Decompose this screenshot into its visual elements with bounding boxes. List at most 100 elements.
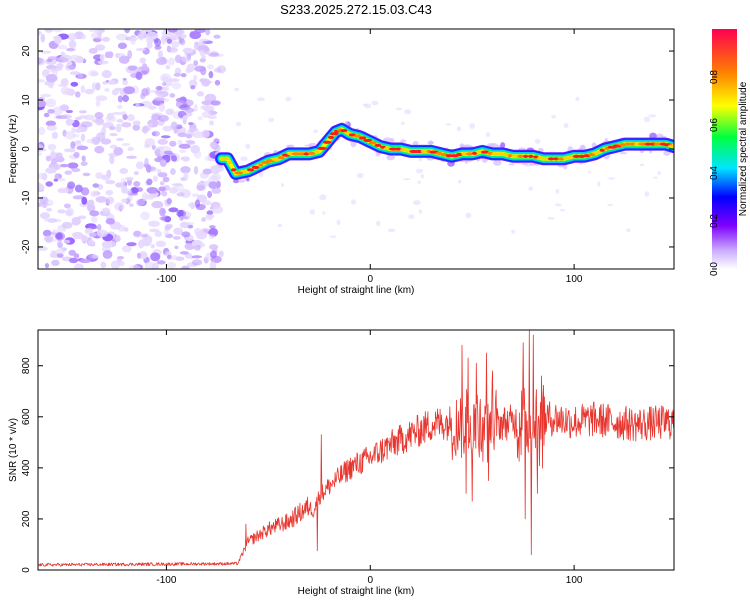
noise-speckle [118,261,125,267]
ridge-halo [386,154,396,161]
colorbar-gradient [712,29,737,269]
noise-speckle [161,38,166,45]
noise-speckle [50,149,56,158]
spectrogram-y-tick-label: -20 [21,239,32,254]
noise-speckle [95,196,107,203]
noise-speckle [235,121,242,126]
noise-speckle [181,231,191,238]
noise-speckle [111,89,119,96]
ridge-halo [232,179,240,184]
noise-speckle [559,209,566,212]
noise-speckle [141,88,149,97]
noise-speckle [157,172,168,178]
noise-speckle [38,57,44,65]
noise-speckle [445,123,452,126]
ridge-halo [400,139,407,143]
noise-speckle [48,83,54,89]
noise-speckle [193,41,199,51]
noise-speckle [116,104,123,110]
noise-speckle [117,95,123,103]
ridge-core [547,157,555,161]
noise-speckle [52,106,63,116]
noise-speckle [643,116,651,123]
noise-speckle [151,130,161,137]
ridge-halo [619,152,628,155]
noise-speckle [135,102,140,108]
ridge-halo [529,162,536,166]
noise-speckle [165,64,171,70]
noise-speckle [179,251,189,255]
noise-speckle [61,221,73,229]
noise-speckle [193,60,199,67]
noise-speckle [73,151,80,158]
noise-speckle [68,39,77,49]
noise-speckle [104,88,110,92]
noise-speckle [45,181,53,187]
noise-speckle [110,260,121,269]
ridge-halo [537,147,544,153]
noise-speckle [100,261,107,269]
noise-speckle [68,257,79,264]
noise-speckle [135,47,146,52]
noise-speckle [534,138,541,144]
snr-y-tick-label: 600 [21,408,32,425]
noise-speckle [182,47,194,54]
noise-speckle [180,166,191,174]
noise-speckle [114,202,125,211]
noise-speckle [47,143,57,151]
ridge-core [327,135,335,139]
ridge-core [517,154,525,158]
colorbar-tick-label: 0.8 [709,70,720,84]
noise-speckle [127,49,133,59]
noise-speckle [38,246,48,251]
ridge-core [271,157,281,162]
noise-speckle [129,203,134,207]
noise-speckle [201,217,207,222]
noise-speckle [66,65,75,70]
noise-speckle [180,34,187,39]
noise-speckle [38,183,45,192]
noise-speckle [563,122,569,129]
noise-speckle [57,242,64,249]
noise-speckle [371,100,379,106]
noise-speckle [56,44,68,50]
noise-speckle [82,172,91,177]
noise-speckle [156,93,163,98]
noise-speckle [213,67,222,73]
snr-series-line [38,330,674,567]
noise-speckle [97,223,102,232]
noise-speckle [150,189,157,194]
noise-speckle [116,118,124,123]
noise-speckle [188,121,194,126]
noise-speckle [141,234,148,238]
ridge-core [329,132,339,136]
noise-speckle [142,63,148,70]
noise-speckle [200,105,209,110]
noise-speckle [170,255,179,261]
noise-speckle [191,193,200,197]
noise-speckle [61,114,72,120]
noise-speckle [204,93,217,103]
noise-speckle [51,131,58,140]
noise-speckle [67,61,73,66]
noise-speckle [84,88,95,95]
ridge-core [226,160,233,165]
noise-speckle [116,33,128,41]
noise-speckle [179,215,189,220]
noise-speckle [199,49,205,57]
noise-speckle [170,168,176,175]
noise-speckle [190,85,196,90]
noise-speckle [181,54,192,63]
noise-speckle [336,219,341,226]
noise-speckle [188,79,198,88]
noise-speckle [150,166,155,171]
spectrogram-y-tick-label: 10 [21,94,32,106]
noise-speckle [199,58,206,63]
ridge-halo [238,179,246,183]
noise-speckle [72,133,80,138]
noise-speckle [183,171,189,181]
noise-speckle [40,33,46,43]
noise-speckle [140,211,150,221]
